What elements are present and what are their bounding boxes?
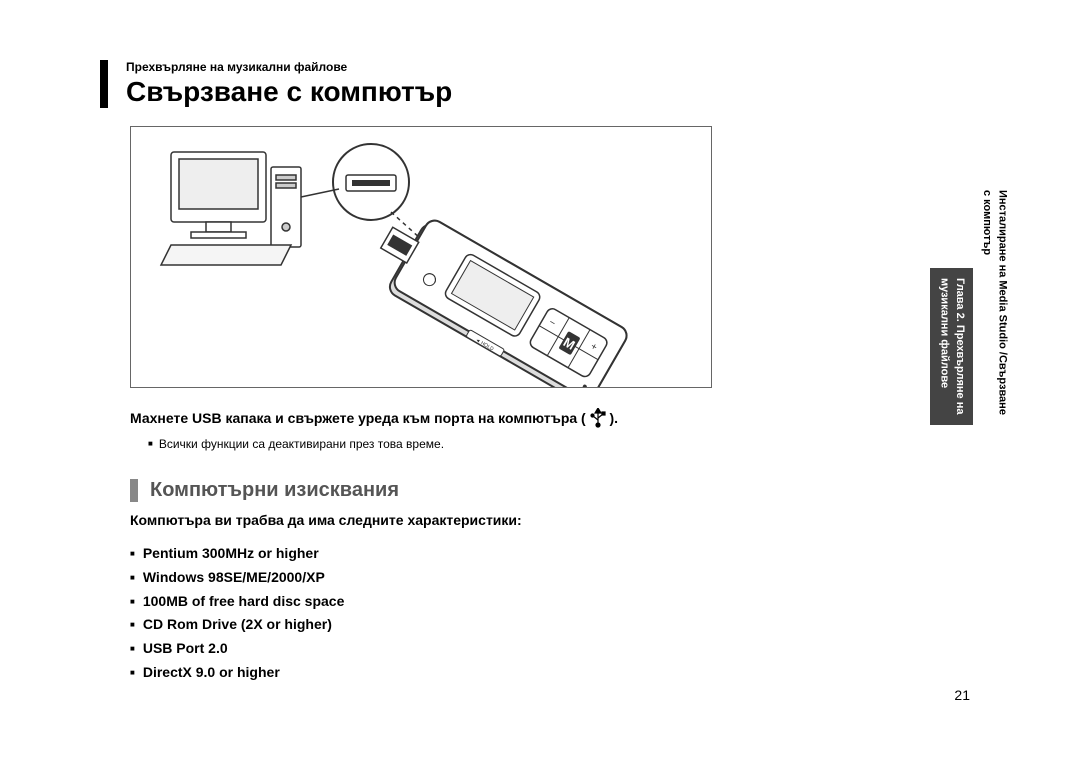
side-tab-dark-line2: музикални файлове [938,278,950,388]
list-item: 100MB of free hard disc space [130,590,860,614]
page-title: Свързване с компютър [126,76,860,108]
section-subheading: Компютъра ви трабва да има следните хара… [130,512,860,528]
list-item: Windows 98SE/ME/2000/XP [130,566,860,590]
list-item: CD Rom Drive (2X or higher) [130,613,860,637]
side-tab-dark: Глава 2. Прехвърляне на музикални файлов… [930,268,973,424]
side-tab-light-line2: с компютър [981,190,993,255]
connection-diagram: M − + ◄ HOLD [130,126,712,388]
instruction-before: Махнете USB капака и свържете уреда към … [130,410,586,426]
side-tab-light: Инсталиране на Media Studio /Свързване с… [973,180,1016,425]
list-item: DirectX 9.0 or higher [130,661,860,685]
title-block: Прехвърляне на музикални файлове Свързва… [100,60,860,108]
instruction-note: Всички функции са деактивирани през това… [148,437,860,451]
section-heading: Компютърни изисквания [130,479,860,502]
side-tab-light-line1: Инсталиране на Media Studio /Свързване [997,190,1009,415]
side-tab-dark-line1: Глава 2. Прехвърляне на [954,278,966,414]
page-number: 21 [954,687,970,703]
requirements-list: Pentium 300MHz or higher Windows 98SE/ME… [130,542,860,685]
side-tab: Глава 2. Прехвърляне на музикални файлов… [930,180,1060,430]
instruction-line: Махнете USB капака и свържете уреда към … [130,408,860,431]
instruction-after: ). [610,410,619,426]
breadcrumb: Прехвърляне на музикални файлове [126,60,860,74]
list-item: USB Port 2.0 [130,637,860,661]
usb-trident-icon [590,408,606,431]
list-item: Pentium 300MHz or higher [130,542,860,566]
